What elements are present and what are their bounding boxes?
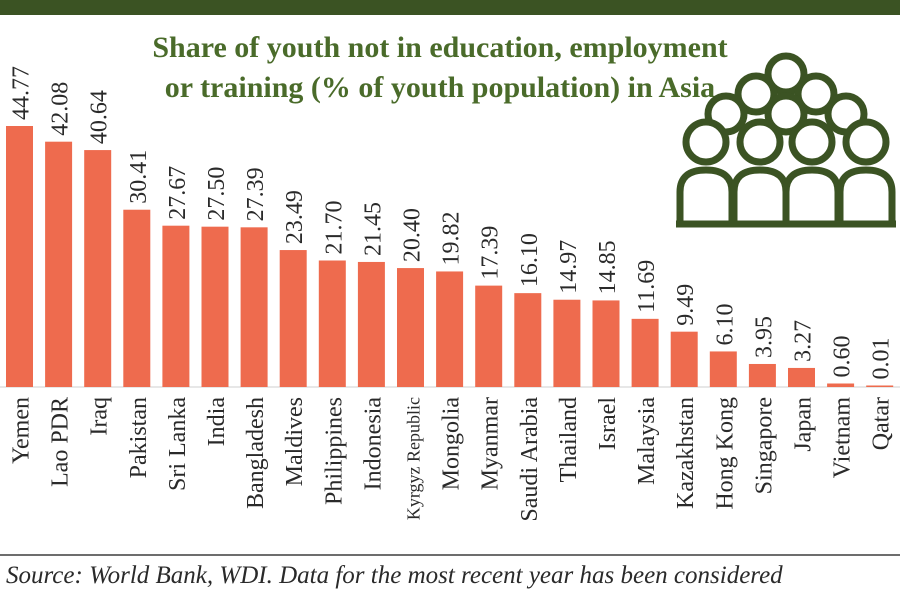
data-label: 14.85	[595, 240, 621, 294]
category-label: Iraq	[87, 397, 113, 436]
bar	[827, 383, 855, 387]
data-label: 40.64	[87, 90, 113, 144]
bar	[748, 363, 776, 387]
bar	[84, 150, 112, 387]
divider	[0, 554, 900, 556]
bar	[553, 299, 581, 387]
bar	[788, 367, 815, 387]
category-label: Bangladesh	[243, 397, 269, 509]
data-label: 11.69	[634, 260, 660, 313]
data-label: 23.49	[282, 190, 308, 244]
data-label: 44.77	[9, 66, 35, 120]
data-label: 20.40	[400, 208, 426, 262]
category-label: Vietnam	[830, 397, 856, 479]
data-label: 27.67	[165, 166, 191, 220]
top-bar	[0, 0, 900, 15]
category-label: Qatar	[869, 397, 895, 450]
bar	[709, 351, 737, 387]
category-label: Indonesia	[360, 397, 386, 491]
chart-title: Share of youth not in education, employm…	[152, 31, 728, 104]
bar	[475, 285, 503, 387]
bar	[240, 227, 268, 387]
bar	[201, 226, 229, 387]
bar	[592, 300, 620, 387]
category-label: Sri Lanka	[165, 397, 191, 491]
data-label: 9.49	[673, 284, 699, 326]
category-label: Myanmar	[478, 397, 504, 490]
data-label: 21.45	[360, 202, 386, 256]
bar	[436, 271, 464, 387]
bar	[162, 225, 190, 387]
category-label: Yemen	[9, 397, 35, 464]
data-label: 21.70	[321, 200, 347, 254]
bar	[6, 126, 33, 387]
bar	[318, 260, 346, 387]
category-label: Maldives	[282, 397, 308, 486]
category-label: Saudi Arabia	[517, 397, 543, 522]
bar	[279, 250, 307, 387]
data-label: 6.10	[712, 303, 738, 345]
source-note: Source: World Bank, WDI. Data for the mo…	[6, 562, 783, 589]
category-label: Lao PDR	[48, 397, 74, 487]
data-label: 16.10	[517, 233, 543, 287]
data-label: 27.50	[204, 167, 230, 221]
bar	[357, 261, 385, 387]
data-label: 3.95	[751, 316, 777, 358]
category-label: India	[204, 397, 230, 447]
category-label: Japan	[791, 397, 817, 452]
data-label: 0.60	[830, 336, 856, 378]
category-label: Kyrgyz Republic	[404, 397, 424, 520]
data-label: 42.08	[48, 82, 74, 136]
bar	[514, 293, 542, 387]
bar	[45, 141, 73, 387]
category-label: Israel	[595, 397, 621, 451]
category-label: Mongolia	[439, 397, 465, 491]
data-label: 3.27	[791, 320, 817, 362]
bar	[670, 331, 698, 387]
bar	[631, 318, 659, 387]
data-label: 30.41	[126, 150, 152, 204]
crowd-people-icon	[676, 52, 896, 228]
bar-chart: 44.77 Yemen 42.08 Lao PDR 40.64 Iraq 30.41 Paki…	[0, 66, 900, 522]
category-label: Singapore	[751, 397, 777, 494]
category-label: Malaysia	[634, 397, 660, 485]
category-label: Philippines	[321, 397, 347, 505]
bar	[866, 385, 894, 387]
category-label: Hong Kong	[712, 397, 738, 510]
data-label: 19.82	[439, 211, 465, 265]
data-label: 0.01	[869, 338, 895, 380]
category-label: Kazakhstan	[673, 397, 699, 509]
category-label: Thailand	[556, 397, 582, 482]
data-label: 14.97	[556, 240, 582, 294]
data-label: 17.39	[478, 226, 504, 280]
category-label: Pakistan	[126, 397, 152, 478]
data-label: 27.39	[243, 167, 269, 221]
bar	[123, 209, 151, 387]
bar	[397, 268, 424, 387]
